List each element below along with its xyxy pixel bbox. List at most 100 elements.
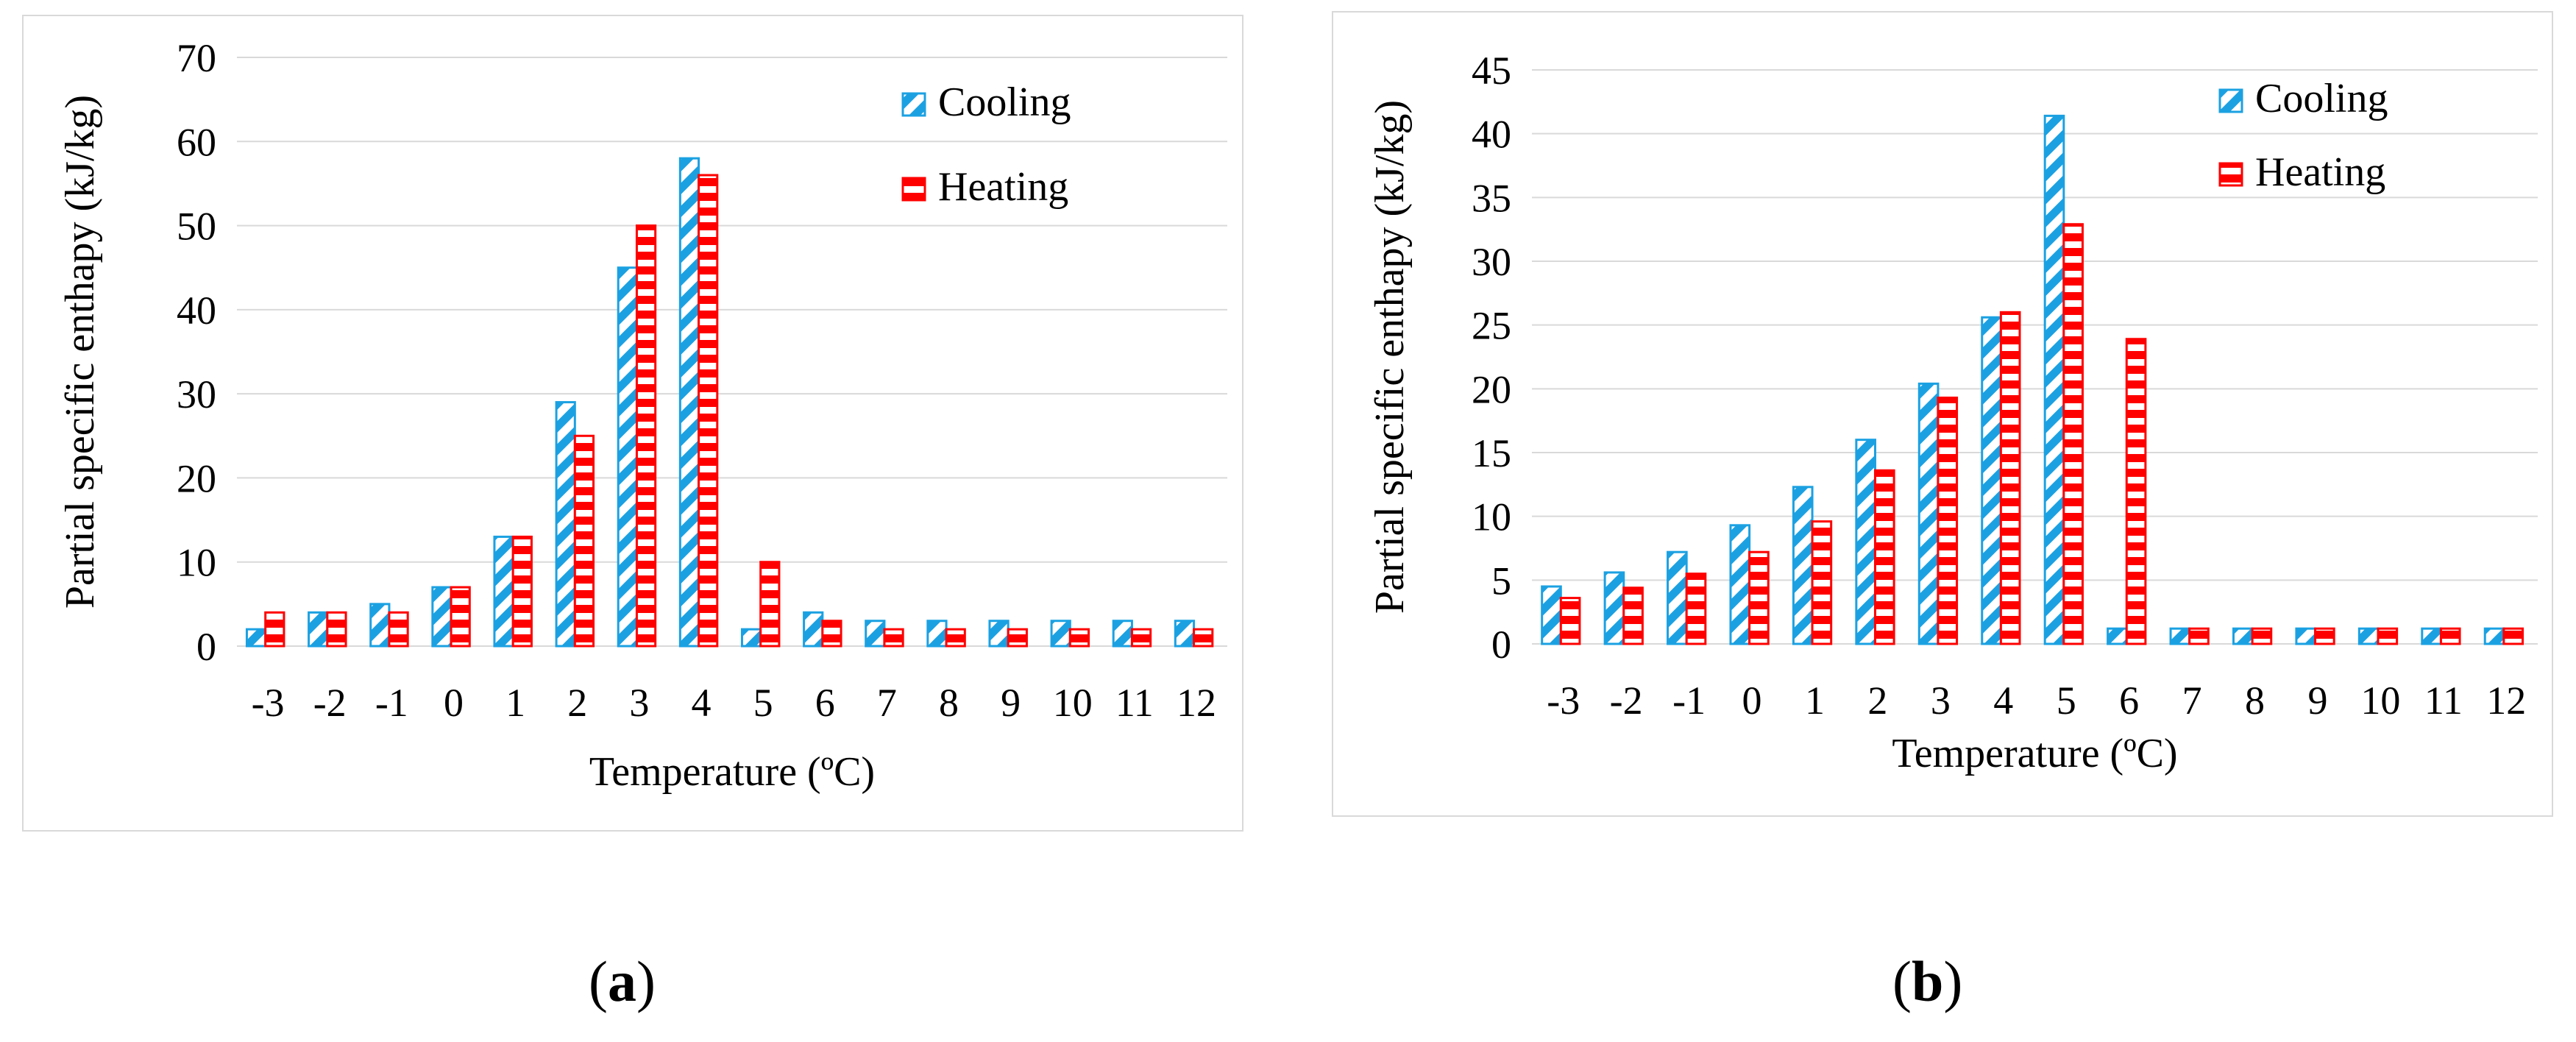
x-tick-label: -2: [1610, 678, 1643, 723]
bar-heating-10: [1068, 628, 1090, 648]
bar-cooling-0: [1729, 524, 1751, 645]
bar-cooling--3: [245, 628, 267, 648]
bar-cooling-10: [1050, 620, 1071, 648]
legend-label-heating: Heating: [2255, 149, 2385, 195]
x-tick-label: 9: [1001, 681, 1021, 725]
x-tick-label: 3: [629, 681, 649, 725]
x-tick-label: 2: [567, 681, 587, 725]
x-tick-label: 5: [753, 681, 773, 725]
bar-heating-11: [2439, 627, 2461, 645]
x-tick-label: 12: [2486, 678, 2526, 723]
bar-heating-1: [511, 535, 533, 648]
x-tick-label: 5: [2057, 678, 2076, 723]
bar-cooling--2: [1603, 571, 1625, 645]
x-tick-label: -3: [252, 681, 285, 725]
bar-heating--1: [388, 611, 409, 648]
bar-heating-12: [2502, 627, 2524, 645]
bar-heating-1: [1811, 520, 1833, 645]
subfigure-label-b: (b): [1892, 949, 1963, 1013]
bar-heating-4: [1999, 311, 2021, 645]
bar-heating--3: [1559, 597, 1581, 645]
bar-cooling-7: [2169, 627, 2191, 645]
bar-heating-12: [1193, 628, 1214, 648]
bar-cooling-12: [2483, 627, 2505, 645]
bar-heating-3: [1937, 396, 1959, 645]
x-axis-title: Temperature (ºC): [1892, 731, 2177, 776]
legend-swatch-heating: [2218, 162, 2243, 187]
y-tick-label: 40: [1472, 113, 1511, 157]
bar-cooling-2: [1855, 439, 1876, 645]
legend-swatch-heating: [901, 177, 926, 202]
bar-cooling-7: [865, 620, 886, 648]
x-tick-label: 7: [877, 681, 897, 725]
legend-label-cooling: Cooling: [938, 79, 1071, 125]
x-tick-label: 8: [2245, 678, 2265, 723]
bar-cooling-3: [1917, 382, 1940, 645]
bar-heating--3: [264, 611, 285, 648]
x-tick-label: 7: [2182, 678, 2202, 723]
x-tick-label: 6: [815, 681, 835, 725]
bar-heating-0: [1748, 550, 1770, 645]
x-tick-label: 0: [444, 681, 464, 725]
x-tick-label: 10: [1053, 681, 1093, 725]
y-tick-label: 5: [1491, 559, 1511, 603]
legend-swatch-cooling: [901, 92, 926, 117]
x-axis-title: Temperature (ºC): [589, 749, 875, 795]
y-tick-label: 45: [1472, 49, 1511, 93]
bar-cooling--1: [1667, 550, 1688, 645]
bar-heating-6: [821, 620, 842, 648]
y-tick-label: 15: [1472, 431, 1511, 475]
bar-heating-11: [1130, 628, 1152, 648]
bar-heating-7: [2188, 627, 2210, 645]
x-tick-label: 8: [939, 681, 959, 725]
x-tick-label: 12: [1177, 681, 1216, 725]
bar-heating--2: [326, 611, 347, 648]
bar-cooling-12: [1174, 620, 1196, 648]
bar-heating-0: [450, 586, 471, 648]
bar-cooling-4: [678, 157, 700, 648]
y-tick-label: 10: [1472, 495, 1511, 539]
bar-cooling--3: [1541, 585, 1562, 645]
bar-heating-9: [2314, 627, 2335, 645]
bar-cooling-5: [2043, 114, 2065, 645]
bar-cooling--2: [308, 611, 329, 648]
bar-cooling--1: [369, 603, 391, 648]
y-tick-label: 35: [1472, 176, 1511, 220]
y-tick-label: 0: [1491, 623, 1511, 667]
bar-cooling-1: [1792, 486, 1814, 645]
subfigure-label-a: (a): [589, 949, 656, 1013]
bar-cooling-9: [988, 620, 1010, 648]
bar-cooling-6: [803, 611, 824, 648]
y-tick-label: 40: [177, 288, 216, 333]
bar-heating--2: [1622, 586, 1644, 645]
x-tick-label: -3: [1547, 678, 1580, 723]
bar-cooling-5: [740, 628, 762, 648]
bar-cooling-11: [1112, 620, 1133, 648]
x-tick-label: 0: [1742, 678, 1762, 723]
y-tick-label: 20: [177, 456, 216, 500]
y-tick-label: 20: [1472, 367, 1511, 411]
legend-swatch-cooling: [2218, 88, 2243, 113]
bar-cooling-3: [617, 266, 638, 648]
x-tick-label: 3: [1931, 678, 1951, 723]
bar-heating-8: [945, 628, 966, 648]
x-tick-label: 2: [1867, 678, 1887, 723]
y-tick-label: 70: [177, 36, 216, 80]
y-axis-title: Partial specific enthapy (kJ/kg): [57, 95, 103, 609]
x-tick-label: -2: [313, 681, 347, 725]
bar-cooling-8: [2232, 627, 2254, 645]
y-tick-label: 10: [177, 541, 216, 585]
y-tick-label: 30: [1472, 240, 1511, 284]
bar-cooling-8: [926, 620, 948, 648]
y-tick-label: 60: [177, 120, 216, 164]
x-tick-label: 6: [2119, 678, 2139, 723]
x-tick-label: -1: [1672, 678, 1706, 723]
bar-heating-5: [2062, 223, 2084, 645]
chart-panel-a: 0 10 20 30 40 50 60 70 -3 -2 -1 0 1 2 3 4 5 6 7 8 9 10 11 12 Tem…: [22, 15, 1243, 832]
bar-cooling-9: [2295, 627, 2317, 645]
x-tick-label: 9: [2307, 678, 2327, 723]
chart-panel-b: 0 5 10 15 20 25 30 35 40 45 -3 -2 -1 0 1 2 3 4 5 6 7 8 9 10 11 12…: [1332, 11, 2553, 817]
bar-heating-7: [883, 628, 904, 648]
bar-heating--1: [1685, 573, 1707, 645]
